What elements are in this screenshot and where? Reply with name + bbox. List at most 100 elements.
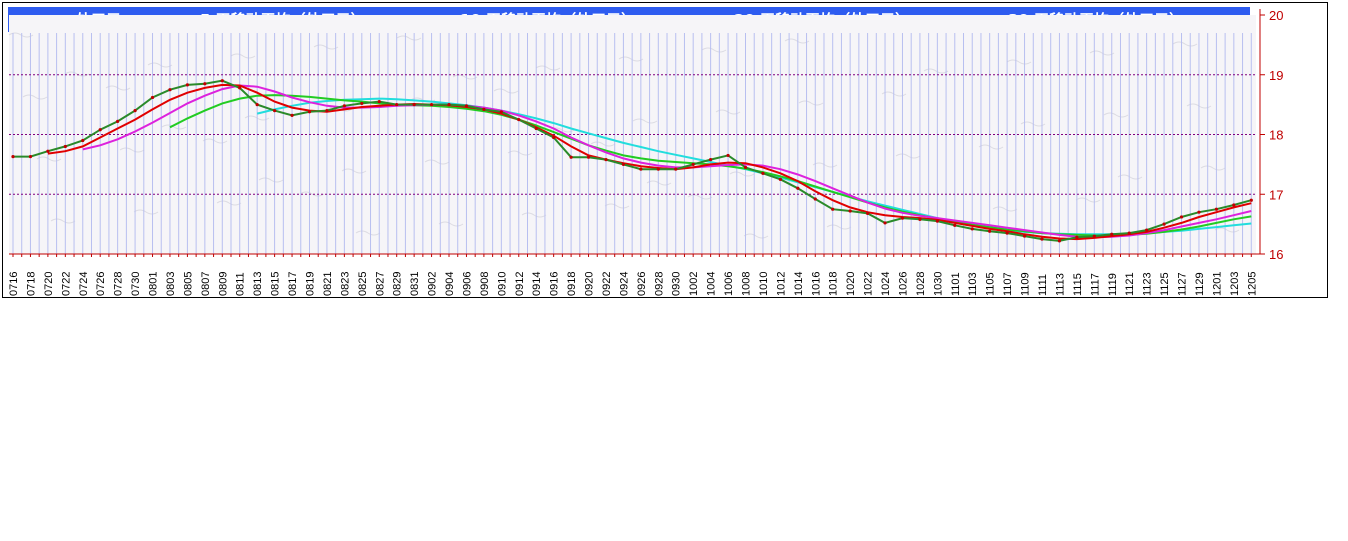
- series-line-1: [13, 79, 1252, 242]
- data-point: [1145, 228, 1149, 232]
- background-texture: [590, 141, 616, 147]
- background-texture: [50, 218, 76, 224]
- background-texture: [535, 65, 561, 71]
- data-point: [865, 211, 870, 215]
- x-tick-label: 0922: [601, 272, 613, 296]
- x-tick-label: 0815: [270, 272, 282, 296]
- x-tick-label: 0902: [427, 272, 439, 296]
- x-tick-label: 1113: [1054, 273, 1066, 296]
- x-tick-label: 1022: [863, 272, 875, 296]
- x-tick-label: 1028: [915, 272, 927, 296]
- x-tick-label: 0904: [444, 272, 456, 296]
- data-point: [185, 83, 190, 87]
- y-tick-label: 19: [1269, 68, 1283, 83]
- background-texture: [618, 56, 644, 62]
- x-tick-label: 0821: [322, 272, 334, 296]
- x-tick-label: 0827: [374, 272, 386, 296]
- data-point: [429, 103, 434, 107]
- background-texture: [632, 118, 658, 124]
- data-point: [831, 207, 835, 211]
- data-point: [290, 113, 294, 117]
- data-point: [743, 165, 748, 169]
- data-point: [307, 110, 312, 114]
- data-point: [517, 117, 521, 122]
- data-point: [1092, 234, 1096, 238]
- x-tick-label: 0805: [182, 272, 194, 296]
- y-tick-label: 17: [1269, 187, 1283, 202]
- background-texture: [507, 150, 533, 156]
- background-texture: [701, 47, 727, 53]
- data-point: [499, 110, 503, 114]
- background-texture: [978, 144, 1004, 150]
- data-point: [81, 138, 85, 143]
- data-point: [883, 221, 887, 225]
- data-point: [953, 223, 957, 227]
- data-point: [918, 217, 922, 221]
- x-tick-label: 0811: [235, 272, 247, 296]
- x-tick-label: 0914: [531, 272, 543, 296]
- x-tick-label: 0730: [130, 272, 142, 296]
- background-texture: [216, 200, 242, 206]
- x-tick-label: 1012: [775, 272, 787, 296]
- background-texture: [424, 159, 450, 165]
- x-tick-label: 0803: [165, 272, 177, 296]
- data-point: [674, 167, 678, 171]
- data-point: [325, 109, 329, 113]
- background-texture: [798, 100, 824, 106]
- x-tick-label: 0916: [549, 272, 561, 296]
- data-point: [709, 157, 713, 162]
- background-texture: [452, 74, 478, 80]
- x-tick-label: 1008: [741, 272, 753, 296]
- x-tick-label: 0801: [148, 272, 160, 296]
- x-tick-label: 0928: [653, 272, 665, 296]
- x-tick-label: 0724: [78, 272, 90, 296]
- background-texture: [826, 224, 852, 230]
- x-tick-label: 0825: [357, 272, 369, 296]
- data-point: [98, 128, 102, 132]
- background-texture: [493, 88, 519, 94]
- background-texture: [1214, 227, 1240, 233]
- background-texture: [22, 94, 48, 100]
- x-tick-label: 1010: [758, 272, 770, 296]
- background-texture: [161, 124, 187, 130]
- x-tick-label: 0807: [200, 272, 212, 296]
- x-tick-label: 0930: [671, 272, 683, 296]
- x-tick-label: 0912: [514, 272, 526, 296]
- data-point: [970, 227, 974, 231]
- data-point: [639, 167, 643, 171]
- data-point: [395, 103, 399, 107]
- x-tick-label: 1123: [1142, 272, 1154, 296]
- background-texture: [1006, 59, 1032, 65]
- background-texture: [1089, 50, 1115, 56]
- data-point: [150, 95, 155, 100]
- background-texture: [743, 233, 769, 239]
- x-tick-label: 1201: [1211, 272, 1223, 296]
- y-tick-label: 18: [1269, 128, 1283, 143]
- x-tick-label: 1018: [828, 272, 840, 296]
- x-tick-label: 1002: [688, 272, 700, 296]
- data-point: [447, 103, 451, 107]
- data-point: [342, 104, 346, 108]
- x-tick-label: 0924: [618, 272, 630, 296]
- x-tick-label: 1006: [723, 272, 735, 296]
- x-tick-label: 0908: [479, 272, 491, 296]
- y-tick-label: 20: [1269, 8, 1283, 23]
- background-texture: [521, 212, 547, 218]
- data-point: [534, 126, 538, 131]
- background-texture: [230, 53, 256, 59]
- data-point: [377, 100, 381, 104]
- x-tick-label: 1004: [706, 272, 718, 296]
- x-tick-label: 0910: [496, 272, 508, 296]
- data-point: [11, 155, 15, 159]
- data-point: [1075, 235, 1079, 239]
- background-texture: [1103, 112, 1129, 118]
- background-texture: [687, 194, 713, 200]
- data-point: [1057, 239, 1062, 243]
- x-tick-label: 1125: [1159, 272, 1171, 296]
- data-point: [168, 88, 172, 92]
- x-tick-label: 0819: [304, 272, 316, 296]
- x-tick-label: 1205: [1246, 272, 1258, 296]
- background-texture: [895, 153, 921, 159]
- x-tick-label: 0920: [584, 272, 596, 296]
- x-tick-label: 1026: [897, 272, 909, 296]
